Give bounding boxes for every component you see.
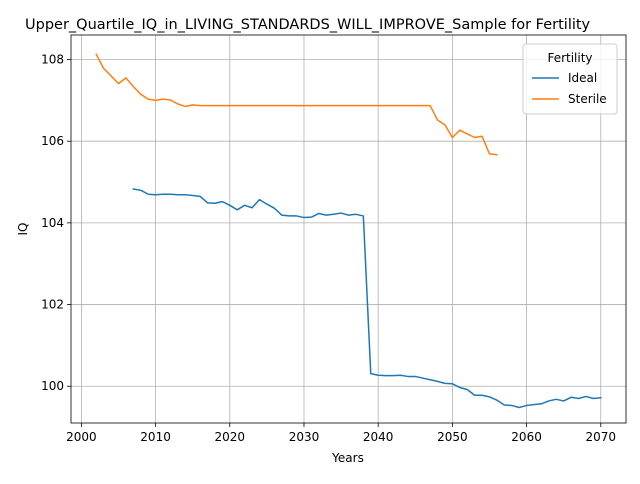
x-tick-label: 2030 xyxy=(289,430,320,444)
legend-label-ideal: Ideal xyxy=(568,71,597,85)
x-tick-label: 2040 xyxy=(363,430,394,444)
x-tick-label: 2010 xyxy=(140,430,171,444)
y-axis-label: IQ xyxy=(16,223,30,236)
y-tick-label: 108 xyxy=(41,53,64,67)
legend: Fertility Ideal Sterile xyxy=(522,43,618,115)
x-tick-label: 2060 xyxy=(511,430,542,444)
series-line-ideal xyxy=(132,188,602,409)
x-tick-label: 2020 xyxy=(215,430,246,444)
y-tick-label: 104 xyxy=(41,216,64,230)
axes: 2000 2010 2020 2030 2040 2050 2060 2070 100 102 10… xyxy=(41,34,627,444)
series-line-sterile xyxy=(95,53,498,156)
chart-title: Upper_Quartile_IQ_in_LIVING_STANDARDS_WI… xyxy=(25,17,591,33)
x-tick-label: 2050 xyxy=(437,430,468,444)
x-tick-label: 2070 xyxy=(585,430,616,444)
legend-frame xyxy=(522,43,618,115)
x-axis-label: Years xyxy=(331,451,364,465)
y-tick-label: 102 xyxy=(41,298,64,312)
axes-frame xyxy=(70,34,627,424)
legend-title: Fertility xyxy=(547,51,592,65)
series-lines xyxy=(95,53,602,409)
y-tick-label: 106 xyxy=(41,134,64,148)
legend-label-sterile: Sterile xyxy=(568,92,607,106)
y-tick-label: 100 xyxy=(41,379,64,393)
x-tick-label: 2000 xyxy=(66,430,97,444)
